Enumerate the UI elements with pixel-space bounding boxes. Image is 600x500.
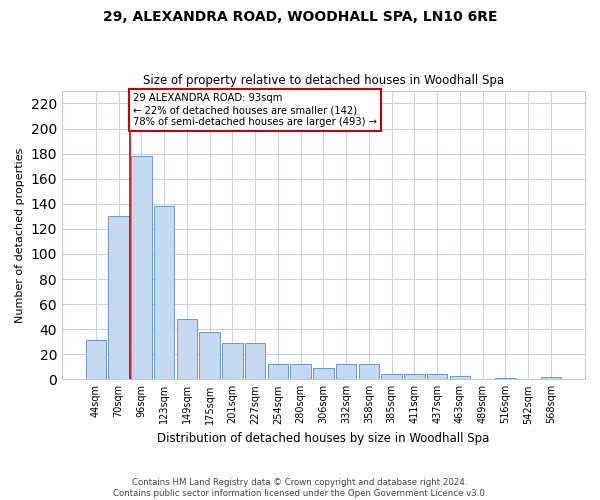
Bar [336,364,356,380]
Y-axis label: Number of detached properties: Number of detached properties [15,148,25,323]
Text: 29 ALEXANDRA ROAD: 93sqm
← 22% of detached houses are smaller (142)
78% of semi-: 29 ALEXANDRA ROAD: 93sqm ← 22% of detach… [133,94,377,126]
Bar [495,378,516,380]
Title: Size of property relative to detached houses in Woodhall Spa: Size of property relative to detached ho… [143,74,504,87]
Bar [268,364,288,380]
Bar [427,374,448,380]
Text: 29, ALEXANDRA ROAD, WOODHALL SPA, LN10 6RE: 29, ALEXANDRA ROAD, WOODHALL SPA, LN10 6… [103,10,497,24]
Bar [177,319,197,380]
X-axis label: Distribution of detached houses by size in Woodhall Spa: Distribution of detached houses by size … [157,432,490,445]
Bar [450,376,470,380]
Bar [245,343,265,380]
Bar [131,156,152,380]
Bar [404,374,425,380]
Bar [199,332,220,380]
Bar [222,343,242,380]
Bar [109,216,129,380]
Bar [154,206,175,380]
Bar [313,368,334,380]
Bar [290,364,311,380]
Bar [86,340,106,380]
Bar [382,374,402,380]
Text: Contains HM Land Registry data © Crown copyright and database right 2024.
Contai: Contains HM Land Registry data © Crown c… [113,478,487,498]
Bar [541,377,561,380]
Bar [359,364,379,380]
